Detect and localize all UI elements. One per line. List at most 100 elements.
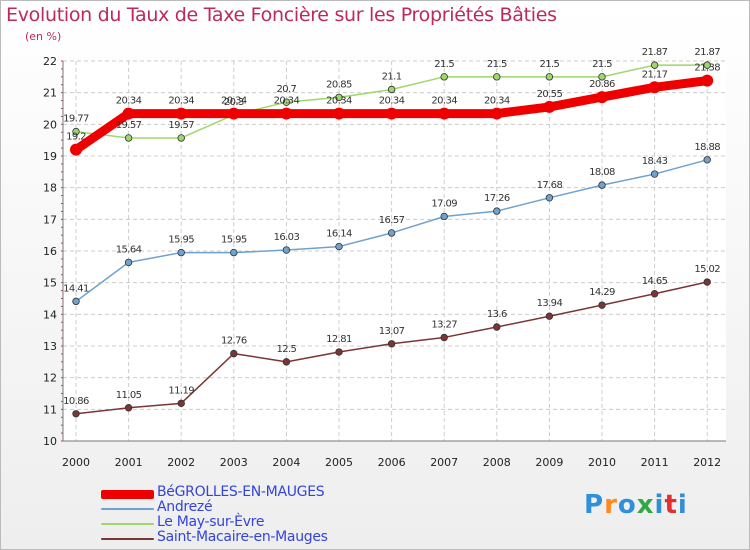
- proxiti-logo: Proxiti: [584, 490, 688, 520]
- data-label: 18.43: [642, 156, 668, 167]
- y-tick-label: 12: [43, 372, 57, 385]
- data-label: 11.05: [116, 390, 142, 401]
- data-label: 20.34: [168, 96, 194, 107]
- logo-letter: t: [664, 490, 678, 520]
- y-tick-label: 19: [43, 150, 57, 163]
- data-label: 20.3: [224, 97, 244, 108]
- legend-swatch: [101, 523, 154, 525]
- data-label: 20.34: [326, 96, 352, 107]
- data-point: [177, 134, 185, 142]
- data-label: 19.57: [116, 120, 142, 131]
- logo-letter: x: [636, 490, 655, 520]
- data-point: [335, 242, 343, 251]
- data-point: [122, 107, 135, 120]
- legend-label: Andrezé: [157, 499, 213, 515]
- data-label: 21.38: [694, 63, 720, 74]
- data-point: [177, 399, 185, 408]
- logo-letter: o: [617, 490, 637, 520]
- data-label: 20.86: [589, 79, 615, 90]
- logo-letter: P: [584, 490, 605, 520]
- data-label: 15.95: [221, 235, 247, 246]
- data-point: [493, 323, 501, 331]
- data-point: [490, 107, 503, 120]
- x-tick-label: 2006: [378, 456, 406, 469]
- data-label: 20.7: [276, 84, 296, 95]
- data-label: 17.09: [431, 198, 457, 209]
- data-label: 12.5: [276, 344, 296, 355]
- data-point: [282, 246, 291, 254]
- x-tick-label: 2010: [588, 456, 616, 469]
- data-label: 14.29: [589, 287, 615, 298]
- data-label: 21.5: [434, 59, 454, 70]
- data-point: [545, 194, 554, 202]
- y-tick-label: 13: [43, 340, 57, 353]
- data-point: [648, 81, 661, 94]
- data-point: [333, 107, 345, 120]
- data-point: [440, 333, 448, 342]
- data-label: 20.34: [484, 96, 510, 107]
- logo-letter: r: [604, 490, 618, 520]
- data-label: 19.2: [66, 132, 86, 143]
- data-point: [440, 212, 448, 221]
- legend-swatch: [101, 508, 154, 510]
- data-point: [440, 73, 448, 81]
- data-point: [703, 61, 711, 69]
- data-label: 13.07: [379, 326, 405, 337]
- data-point: [385, 107, 398, 120]
- data-label: 18.88: [694, 142, 720, 153]
- data-label: 13.6: [487, 309, 507, 320]
- data-point: [124, 134, 133, 142]
- data-point: [598, 181, 606, 189]
- chart-title: Evolution du Taux de Taxe Foncière sur l…: [6, 4, 557, 26]
- y-tick-label: 16: [43, 245, 57, 258]
- data-label: 21.5: [539, 59, 559, 70]
- data-point: [438, 107, 451, 120]
- data-label: 21.5: [592, 59, 612, 70]
- data-point: [545, 312, 554, 320]
- data-point: [387, 340, 396, 348]
- data-point: [650, 61, 659, 69]
- data-point: [493, 73, 501, 81]
- data-point: [124, 258, 133, 267]
- data-label: 20.85: [326, 79, 352, 90]
- data-point: [70, 143, 82, 156]
- x-tick-label: 2007: [430, 456, 458, 469]
- data-point: [175, 107, 188, 120]
- data-point: [72, 127, 80, 136]
- data-point: [650, 290, 659, 298]
- data-point: [703, 278, 711, 286]
- legend-label: Le May-sur-Èvre: [157, 514, 265, 530]
- data-label: 15.02: [694, 264, 720, 275]
- y-tick-label: 20: [43, 118, 57, 131]
- data-point: [227, 107, 240, 120]
- x-tick-label: 2005: [325, 456, 353, 469]
- x-tick-label: 2008: [483, 456, 511, 469]
- data-point: [701, 74, 714, 87]
- x-tick-label: 2009: [535, 456, 563, 469]
- data-point: [598, 73, 606, 81]
- data-label: 14.65: [642, 276, 668, 287]
- data-point: [387, 229, 396, 237]
- data-label: 21.1: [382, 72, 402, 83]
- data-point: [387, 85, 396, 94]
- data-label: 20.34: [274, 96, 300, 107]
- x-tick-label: 2000: [62, 456, 90, 469]
- x-tick-label: 2004: [272, 456, 300, 469]
- y-tick-label: 15: [43, 277, 57, 290]
- data-label: 20.34: [221, 96, 247, 107]
- y-tick-label: 14: [43, 308, 57, 321]
- data-label: 17.26: [484, 193, 510, 204]
- y-tick-label: 17: [43, 213, 57, 226]
- y-tick-label: 11: [43, 403, 57, 416]
- data-label: 21.5: [487, 59, 507, 70]
- data-label: 14.41: [63, 283, 89, 294]
- y-tick-label: 21: [43, 87, 57, 100]
- data-point: [598, 301, 606, 309]
- y-tick-label: 10: [43, 435, 57, 448]
- data-label: 16.14: [326, 229, 352, 240]
- legend-swatch: [101, 538, 154, 540]
- data-point: [124, 404, 133, 412]
- logo-letter: i: [677, 490, 688, 520]
